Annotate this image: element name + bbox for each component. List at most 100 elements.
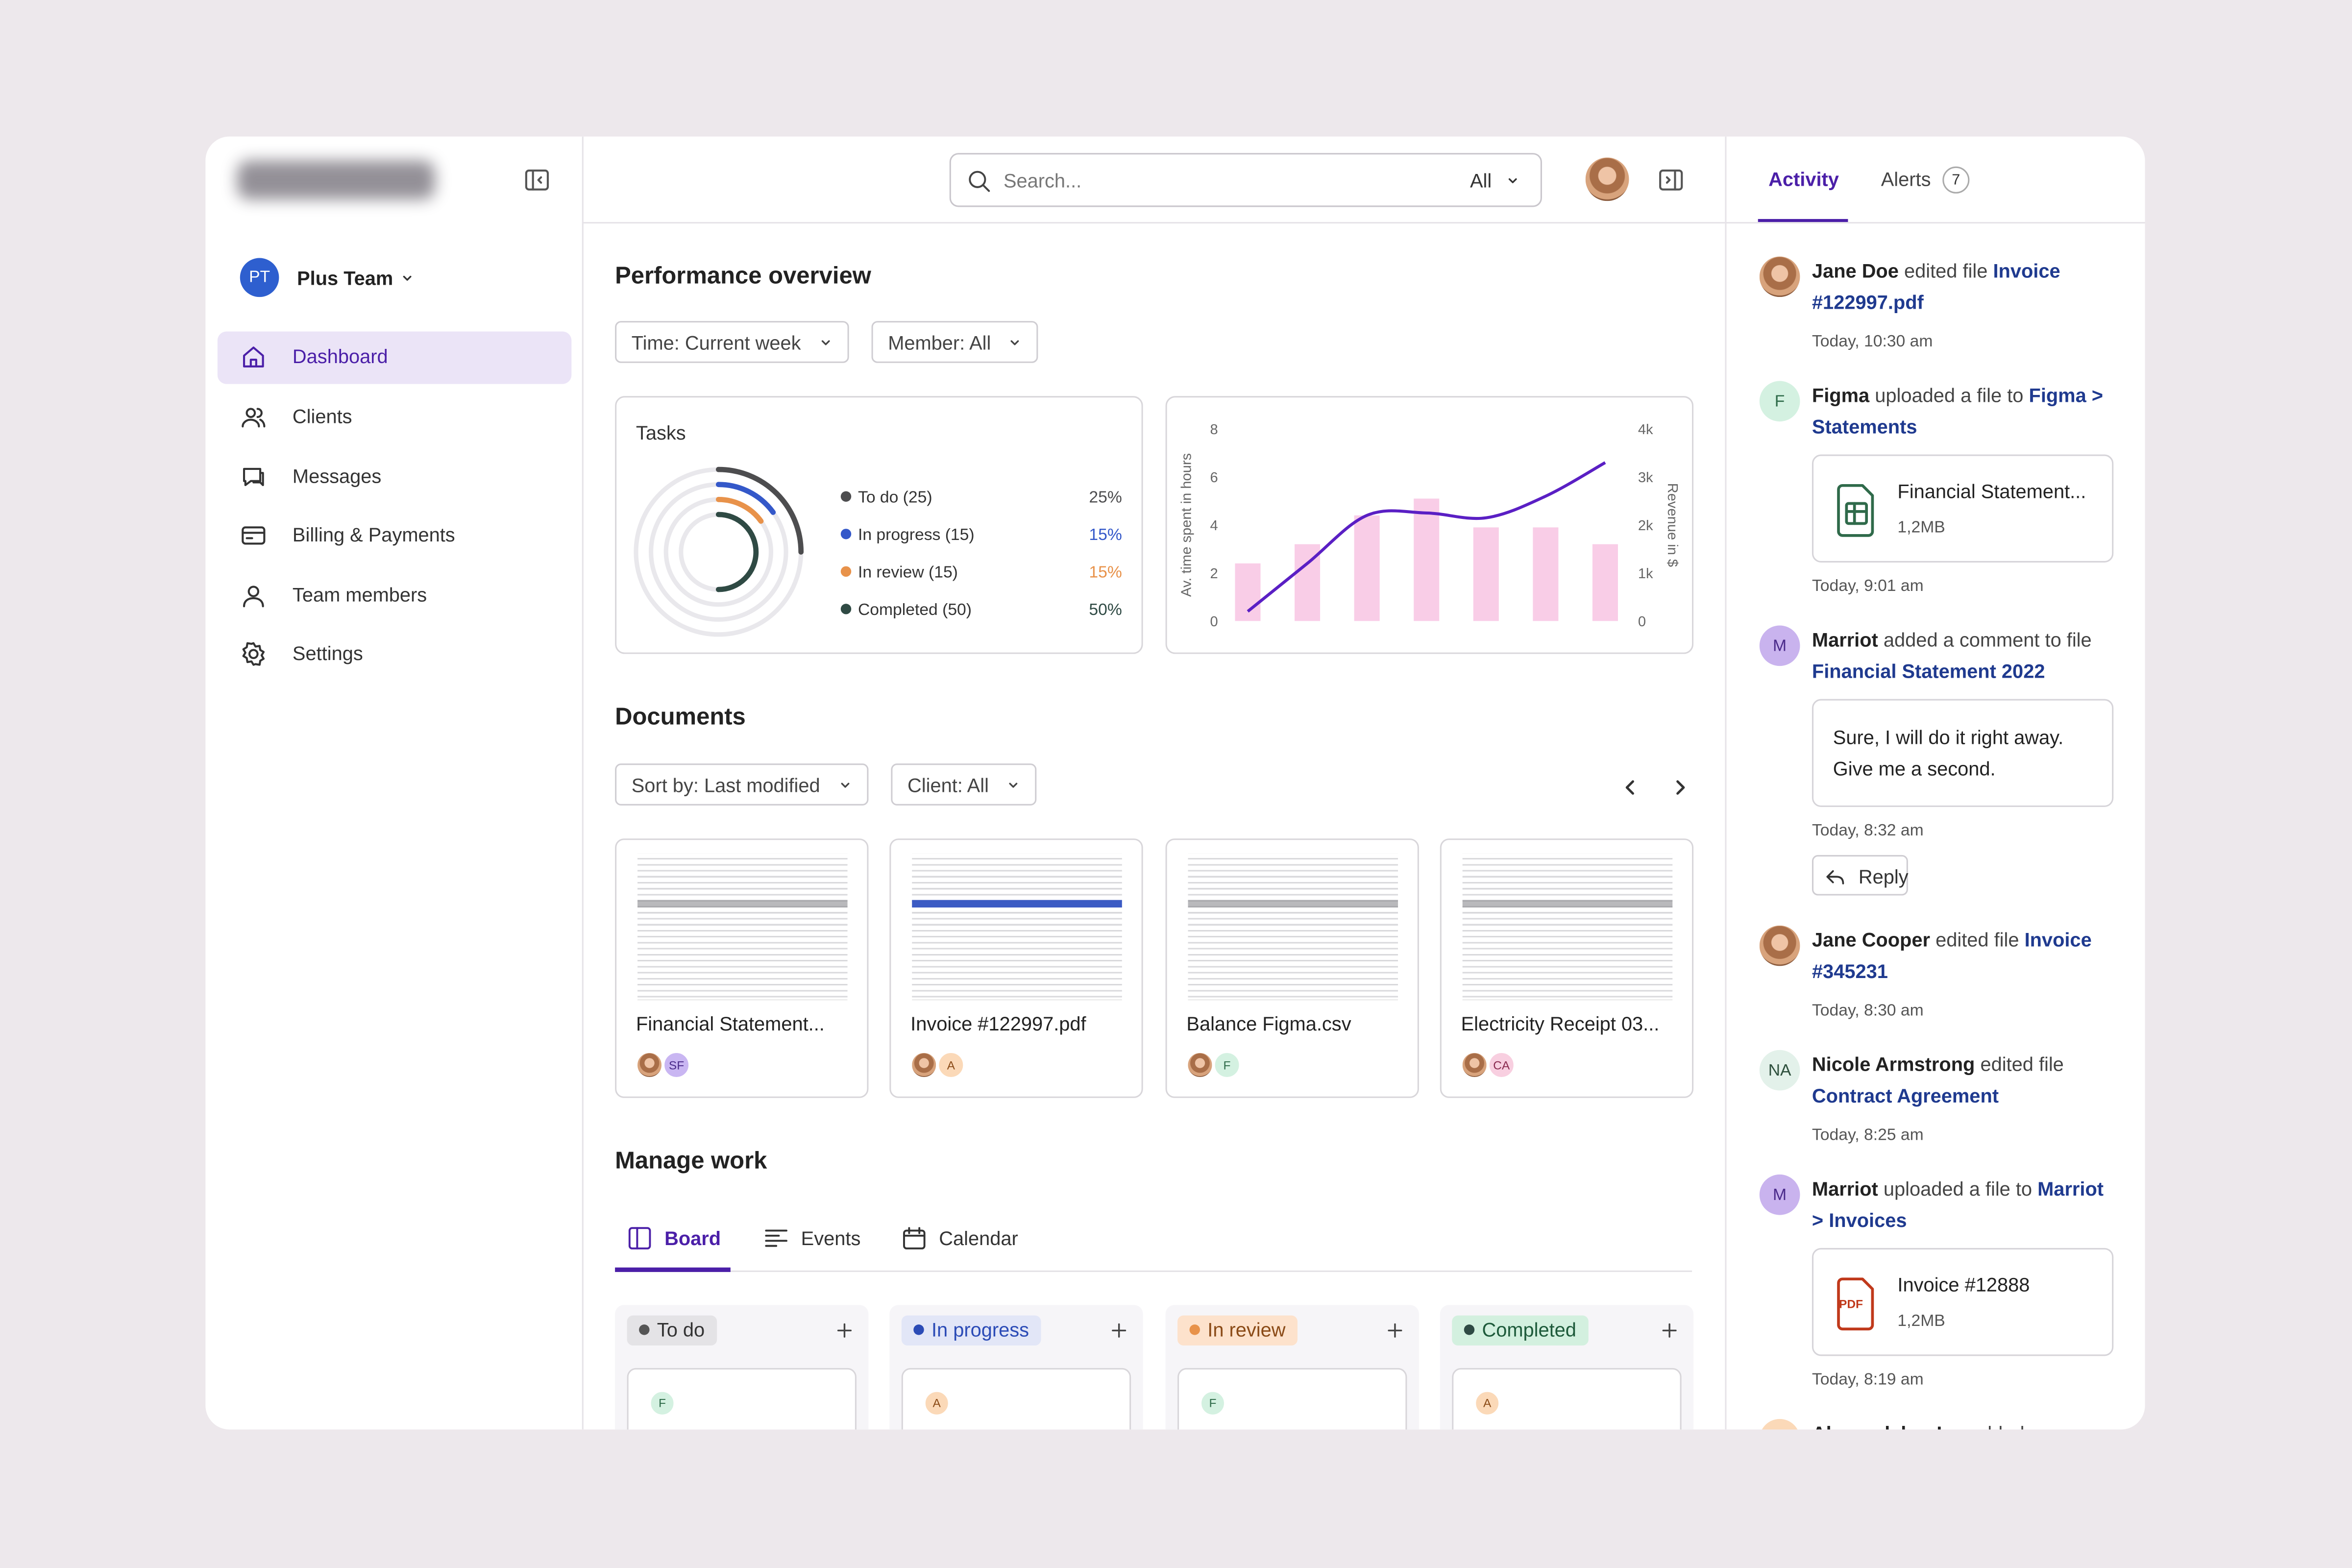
section-title: Documents — [615, 705, 746, 731]
y-tick-label: 6 — [1210, 470, 1218, 486]
nav-item[interactable]: Messages — [292, 465, 382, 488]
icon-part — [1009, 783, 1018, 788]
view-tab[interactable]: Board — [664, 1227, 721, 1250]
icon-part — [821, 340, 830, 345]
target[interactable]: Financial Statement 2022 — [1812, 660, 2045, 683]
view-tab[interactable]: Calendar — [939, 1227, 1018, 1250]
icon — [1508, 178, 1517, 183]
task-card: F — [627, 1368, 857, 1430]
filter-dropdown[interactable]: Sort by: Last modified — [615, 763, 869, 806]
filter-label: Client: All — [907, 774, 989, 797]
document-thumbnail — [1462, 853, 1673, 1001]
icon-part — [1508, 178, 1517, 183]
icon — [243, 346, 264, 368]
view-tab[interactable]: Events — [801, 1227, 861, 1250]
icon — [1625, 780, 1634, 795]
avatar-initials: SF — [663, 1051, 690, 1079]
target[interactable]: Invoice #122997.pdf — [1812, 259, 2060, 314]
document-card[interactable]: Financial Statement... SF — [615, 838, 869, 1098]
filter-dropdown[interactable]: Client: All — [891, 763, 1037, 806]
file-type-label: PDF — [1839, 1297, 1863, 1311]
target[interactable]: Contract Agreement — [1812, 1084, 1999, 1107]
attachment[interactable]: PDF Invoice #12888 1,2MB — [1812, 1248, 2114, 1356]
icon-part — [242, 526, 266, 545]
search-box[interactable]: Search... All — [949, 153, 1542, 207]
avatar-photo — [636, 1051, 663, 1079]
tasks-card: Tasks To do (25) 25% In progress (15) 15% In … — [615, 396, 1143, 654]
reply-button[interactable]: Reply — [1812, 855, 1909, 896]
icon-part — [765, 1229, 787, 1247]
legend-dot — [840, 529, 852, 539]
avatar-initials: A — [1758, 1417, 1802, 1430]
icon-part — [1625, 780, 1634, 795]
target[interactable]: Invoice #345231 — [1812, 928, 2092, 983]
icon — [1662, 1323, 1677, 1338]
action: added a comment to file — [1883, 628, 2092, 651]
actor: Nicole Armstrong — [1812, 1053, 1975, 1076]
avatar-photo — [1461, 1051, 1488, 1079]
nav-item[interactable]: Billing & Payments — [292, 523, 455, 546]
divider — [1725, 222, 2145, 224]
activity-item: NA Nicole Armstrong edited file Contract … — [1758, 1048, 2133, 1145]
nav-item[interactable]: Settings — [292, 642, 363, 665]
document-card[interactable]: Electricity Receipt 03... CA — [1440, 838, 1694, 1098]
team-name[interactable]: Plus Team — [297, 267, 393, 290]
y2-tick-label: 0 — [1638, 614, 1646, 630]
document-name: Balance Figma.csv — [1186, 1012, 1351, 1035]
nav-item[interactable]: Dashboard — [292, 345, 388, 368]
icon — [1837, 1277, 1874, 1331]
combo-card: 0 2 4 6 8 0 1k 2k 3k 4k Av. time spent in hours Rev… — [1165, 396, 1694, 654]
document-thumbnail — [637, 853, 848, 1001]
activity-list: Jane Doe edited file Invoice #122997.pdf… — [1758, 255, 2133, 1430]
task-card: A — [901, 1368, 1131, 1430]
icon-part — [252, 472, 264, 487]
icon — [1112, 1323, 1127, 1338]
logo — [237, 160, 435, 200]
avatar-initials: F — [1213, 1051, 1241, 1079]
icon-part — [242, 642, 265, 666]
tab-underline — [615, 1267, 731, 1272]
panel-tab[interactable]: Activity — [1768, 168, 1839, 191]
tab-underline — [1758, 219, 1848, 222]
filter-dropdown[interactable]: Member: All — [871, 321, 1038, 363]
avatar-initials: NA — [1758, 1048, 1802, 1092]
legend-label: In review (15) — [858, 564, 958, 582]
icon-part — [248, 649, 259, 660]
status-dot — [1189, 1324, 1200, 1335]
avatar-initials: F — [649, 1390, 675, 1416]
panel-tab[interactable]: Alerts — [1881, 168, 1931, 191]
icon — [969, 171, 990, 192]
icon-part — [256, 408, 266, 428]
status-dot — [913, 1324, 924, 1335]
bar — [1592, 544, 1618, 621]
attachment[interactable]: Financial Statement... 1,2MB — [1812, 454, 2114, 563]
target[interactable]: Marriot > Invoices — [1812, 1177, 2104, 1232]
activity-text: Jane Cooper edited file Invoice #345231 — [1812, 924, 2120, 987]
value-label: 15% — [1089, 526, 1122, 544]
nav-item[interactable]: Team members — [292, 583, 427, 606]
actor: Marriot — [1812, 628, 1878, 651]
document-card[interactable]: Balance Figma.csv F — [1165, 838, 1419, 1098]
avatar-photo — [1758, 255, 1802, 299]
icon-part — [1676, 780, 1685, 795]
bar — [1473, 527, 1499, 621]
task-card: A — [1452, 1368, 1682, 1430]
nav-item[interactable]: Clients — [292, 405, 352, 428]
app-window: PT Plus Team Dashboard Clients Messages Billi… — [205, 136, 2145, 1430]
legend-label: In progress (15) — [858, 526, 975, 544]
icon — [1388, 1323, 1402, 1338]
line — [1247, 461, 1606, 613]
avatar-initials: F — [1758, 379, 1802, 423]
y-tick-label: 8 — [1210, 422, 1218, 438]
avatar-initials: A — [937, 1051, 965, 1079]
document-card[interactable]: Invoice #122997.pdf A — [889, 838, 1143, 1098]
y2-tick-label: 4k — [1638, 422, 1653, 438]
target[interactable]: Figma > Statements — [1812, 384, 2104, 438]
icon — [1837, 484, 1874, 537]
search-filter[interactable]: All — [1470, 169, 1492, 192]
ring-arc — [715, 466, 804, 555]
card-border — [615, 396, 1143, 654]
timestamp: Today, 8:19 am — [1812, 1371, 1924, 1389]
filter-dropdown[interactable]: Time: Current week — [615, 321, 849, 363]
